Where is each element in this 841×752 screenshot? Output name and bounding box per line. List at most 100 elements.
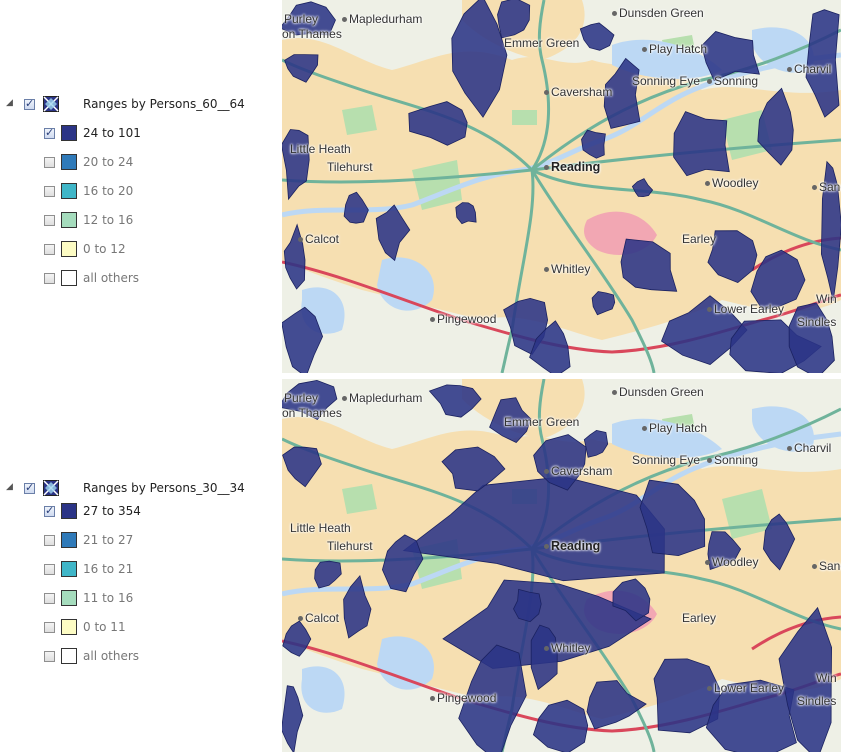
color-swatch: [61, 270, 77, 286]
color-swatch: [61, 125, 77, 141]
choropleth-polygon: [653, 658, 721, 734]
class-checkbox[interactable]: [44, 214, 55, 226]
legend-class-row[interactable]: 0 to 12: [44, 240, 126, 258]
legend-class-row[interactable]: all others: [44, 269, 139, 287]
class-checkbox[interactable]: [44, 156, 55, 168]
choropleth-polygon: [458, 644, 527, 752]
class-label: 16 to 20: [83, 184, 134, 198]
place-label-tilehurst: Tilehurst: [327, 539, 373, 553]
place-label-sindles: Sindles: [797, 694, 837, 708]
choropleth-polygon: [513, 588, 542, 623]
choropleth-polygon: [639, 479, 706, 557]
legend-class-row[interactable]: all others: [44, 647, 139, 665]
class-checkbox[interactable]: [44, 126, 55, 139]
place-label-woodley: Woodley: [705, 176, 758, 190]
legend-class-row[interactable]: 16 to 21: [44, 560, 133, 578]
class-checkbox[interactable]: [44, 185, 55, 197]
class-checkbox[interactable]: [44, 621, 55, 633]
main-roads: [282, 0, 841, 373]
legend-class-row[interactable]: 20 to 24: [44, 153, 133, 171]
place-dot-icon: [707, 79, 712, 85]
place-label-emmer-green: Emmer Green: [504, 36, 580, 50]
place-label-little-heath: Little Heath: [290, 142, 351, 156]
place-dot-icon: [787, 67, 792, 73]
choropleth-polygon: [820, 160, 841, 302]
choropleth-polygon: [603, 57, 641, 129]
legend-top: ◢ Ranges by Persons_60__64 24 to 101 20 t…: [0, 0, 282, 376]
choropleth-polygon: [707, 531, 742, 571]
choropleth-polygon: [620, 238, 678, 292]
legend-class-row[interactable]: 11 to 16: [44, 589, 133, 607]
legend-class-row[interactable]: 24 to 101: [44, 124, 141, 142]
legend-class-row[interactable]: 0 to 11: [44, 618, 126, 636]
place-dot-icon: [705, 560, 710, 566]
choropleth-polygon: [661, 295, 748, 365]
class-checkbox[interactable]: [44, 272, 55, 284]
choropleth-polygon: [282, 306, 324, 373]
class-checkbox[interactable]: [44, 504, 55, 517]
expand-triangle-icon[interactable]: ◢: [6, 98, 13, 108]
place-label-win: Win: [816, 292, 837, 306]
place-dot-icon: [430, 696, 435, 702]
class-label: 27 to 354: [83, 504, 141, 518]
class-checkbox[interactable]: [44, 592, 55, 604]
class-checkbox[interactable]: [44, 563, 55, 575]
choropleth-polygon: [408, 101, 468, 146]
class-label: 21 to 27: [83, 533, 134, 547]
choropleth-polygon: [402, 476, 665, 582]
legend-class-row[interactable]: 27 to 354: [44, 502, 141, 520]
place-label-on-thames: on Thames: [282, 27, 342, 41]
place-label-caversham: Caversham: [544, 464, 612, 478]
expand-triangle-icon[interactable]: ◢: [6, 482, 13, 492]
choropleth-polygon: [762, 513, 796, 571]
place-label-play-hatch: Play Hatch: [642, 42, 707, 56]
color-swatch: [61, 212, 77, 228]
layer-row-persons-30-34[interactable]: Ranges by Persons_30__34: [24, 479, 245, 497]
place-label-reading: Reading: [544, 539, 600, 553]
legend-class-row[interactable]: 16 to 20: [44, 182, 133, 200]
layer-row-persons-60-64[interactable]: Ranges by Persons_60__64: [24, 95, 245, 113]
color-swatch: [61, 619, 77, 635]
class-checkbox[interactable]: [44, 650, 55, 662]
place-dot-icon: [544, 469, 549, 475]
place-label-earley: Earley: [682, 611, 717, 625]
place-dot-icon: [298, 237, 303, 243]
place-dot-icon: [812, 564, 817, 570]
choropleth-polygon: [428, 384, 482, 418]
motorway-east: [751, 615, 841, 651]
color-swatch: [61, 561, 77, 577]
choropleth-polygon: [529, 320, 571, 373]
place-dot-icon: [812, 185, 817, 191]
class-label: 20 to 24: [83, 155, 134, 169]
place-label-charvil: Charvil: [787, 441, 831, 455]
legend-class-row[interactable]: 12 to 16: [44, 211, 133, 229]
choropleth-polygon: [489, 397, 532, 443]
layer-checkbox[interactable]: [24, 97, 35, 110]
place-dot-icon: [544, 165, 549, 171]
place-dot-icon: [544, 267, 549, 273]
place-dot-icon: [705, 181, 710, 187]
choropleth-polygon: [581, 129, 606, 159]
place-dot-icon: [787, 446, 792, 452]
place-label-charvil: Charvil: [787, 62, 831, 76]
place-label-caversham: Caversham: [544, 85, 612, 99]
choropleth-polygon: [314, 560, 342, 589]
place-dot-icon: [707, 686, 712, 692]
place-dot-icon: [707, 307, 712, 313]
class-checkbox[interactable]: [44, 534, 55, 546]
class-checkbox[interactable]: [44, 243, 55, 255]
map-view-top[interactable]: Purley on Thames Mapledurham Dunsden Green E…: [282, 0, 841, 373]
layer-checkbox[interactable]: [24, 481, 35, 494]
color-swatch: [61, 154, 77, 170]
choropleth-polygon: [673, 111, 730, 177]
place-label-earley: Earley: [682, 232, 717, 246]
place-label-pingewood: Pingewood: [430, 691, 496, 705]
place-dot-icon: [298, 616, 303, 622]
class-label: all others: [83, 271, 140, 285]
legend-class-row[interactable]: 21 to 27: [44, 531, 133, 549]
choropleth-polygon: [532, 699, 589, 752]
place-dot-icon: [430, 317, 435, 323]
layer-symbol-icon: [43, 480, 59, 496]
place-label-sand: Sand: [812, 180, 841, 194]
map-view-bottom[interactable]: Purley on Thames Mapledurham Dunsden Green E…: [282, 379, 841, 752]
